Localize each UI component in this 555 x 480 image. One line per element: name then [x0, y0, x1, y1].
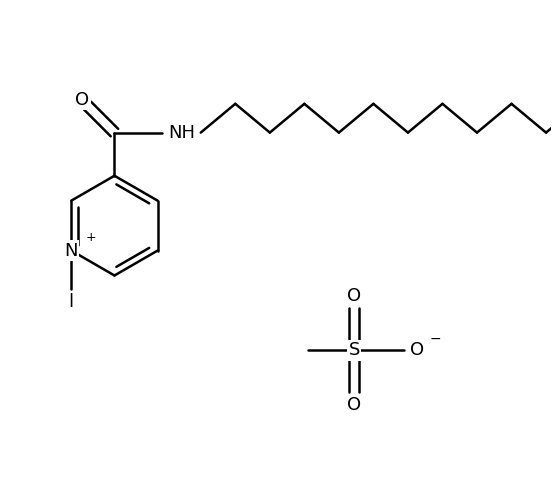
- Text: O: O: [75, 91, 89, 108]
- Text: O: O: [347, 396, 361, 414]
- Text: N: N: [64, 241, 78, 260]
- Text: S: S: [349, 341, 360, 360]
- Text: l: l: [69, 293, 74, 311]
- Text: O: O: [347, 287, 361, 305]
- Text: +: +: [85, 230, 96, 244]
- Text: O: O: [411, 341, 425, 360]
- Text: −: −: [430, 332, 442, 346]
- Text: NH: NH: [168, 123, 195, 142]
